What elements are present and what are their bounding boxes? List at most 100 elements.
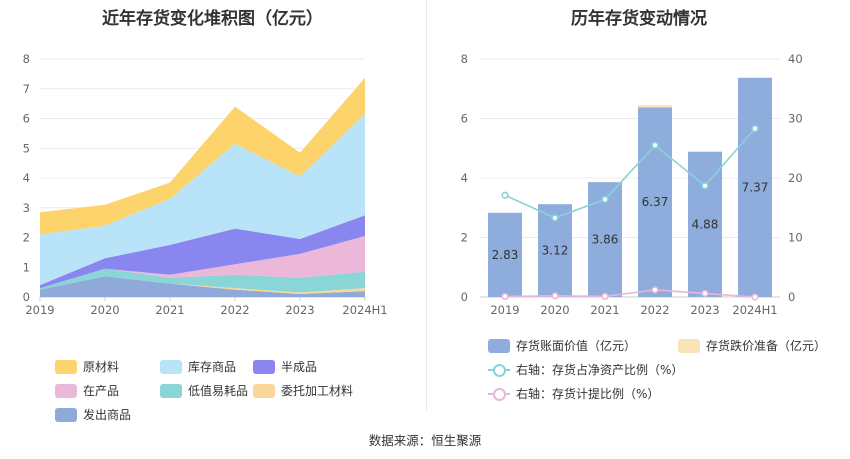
- legend-label: 原材料: [83, 360, 120, 374]
- line-point: [551, 292, 559, 300]
- line-point: [601, 292, 609, 301]
- y-tick-label: 7: [23, 82, 30, 96]
- area-series: [40, 114, 365, 286]
- inventory-bar-line-chart: 0 2 4 6 8 0 10 20 30 40 2.83 2019 3.12 2020 3.86 2021 6.…: [461, 52, 803, 317]
- line-point: [751, 125, 759, 133]
- y-tick-label: 0: [23, 290, 30, 304]
- chart-title: 历年存货变动情况: [571, 9, 707, 29]
- line-series: [504, 128, 756, 219]
- x-tick-label: 2024H1: [342, 303, 387, 317]
- line-series: [504, 289, 756, 298]
- legend-label: 右轴：存货计提比例（%）: [516, 387, 660, 401]
- x-tick-label: 2022: [220, 303, 249, 317]
- x-tick-label: 2021: [590, 303, 619, 317]
- bar-data-label: 2.83: [492, 248, 519, 262]
- chart-title: 近年存货变化堆积图（亿元）: [102, 9, 323, 29]
- y-tick-label: 8: [23, 52, 30, 66]
- line-point: [701, 182, 709, 190]
- x-tick-label: 2023: [690, 303, 719, 317]
- legend-label: 存货账面价值（亿元）: [516, 339, 637, 353]
- bar-book-value: [488, 212, 522, 297]
- legend-swatch: [160, 359, 182, 374]
- legend-swatch: [253, 383, 275, 398]
- y-tick-label: 4: [461, 171, 468, 185]
- line-point: [501, 191, 509, 199]
- legend-label: 半成品: [281, 360, 318, 374]
- legend-swatch: [488, 338, 510, 353]
- y-tick-label: 1: [23, 260, 30, 274]
- area-series: [40, 215, 365, 289]
- legend-swatch: [678, 338, 700, 353]
- legend-item[interactable]: 发出商品: [55, 406, 131, 423]
- legend-item[interactable]: 低值易耗品: [160, 382, 248, 399]
- panel-divider: [426, 0, 427, 410]
- legend-label: 库存商品: [188, 360, 237, 374]
- bar-data-label: 3.86: [592, 233, 619, 247]
- legend-label: 委托加工材料: [281, 384, 354, 398]
- legend-label: 低值易耗品: [188, 384, 249, 398]
- y-tick-label: 2: [23, 231, 30, 245]
- legend-item[interactable]: 存货账面价值（亿元）: [488, 337, 636, 354]
- bar-data-label: 6.37: [642, 195, 669, 209]
- legend-item[interactable]: 库存商品: [160, 358, 236, 375]
- legend-item[interactable]: 在产品: [55, 382, 119, 399]
- x-tick-label: 2019: [25, 303, 54, 317]
- inventory-bar-chart-panel: 历年存货变动情况 0 2 4 6 8 0 10 20 30 40 2.83 2019 3.12 2020 3…: [428, 0, 850, 425]
- legend-swatch: [488, 387, 510, 401]
- legend-swatch: [55, 407, 77, 422]
- line-point: [551, 214, 559, 222]
- legend-item[interactable]: 存货跌价准备（亿元）: [678, 337, 826, 354]
- legend-swatch: [160, 383, 182, 398]
- x-tick-label: 2022: [640, 303, 669, 317]
- x-tick-label: 2019: [490, 303, 519, 317]
- line-point: [651, 286, 659, 294]
- y-tick-label: 2: [461, 231, 468, 245]
- x-tick-label: 2020: [90, 303, 119, 317]
- legend-item[interactable]: 右轴：存货占净资产比例（%）: [488, 361, 683, 378]
- legend-label: 右轴：存货占净资产比例（%）: [516, 363, 684, 377]
- legend-label: 发出商品: [83, 408, 132, 422]
- area-series: [40, 77, 365, 235]
- bar-data-label: 4.88: [692, 217, 719, 231]
- y-tick-label: 8: [461, 52, 468, 66]
- legend-label: 存货跌价准备（亿元）: [706, 339, 827, 353]
- x-tick-label: 2024H1: [732, 303, 777, 317]
- legend-item[interactable]: 原材料: [55, 358, 119, 375]
- y2-tick-label: 40: [788, 52, 803, 66]
- y-tick-label: 5: [23, 141, 30, 155]
- y2-tick-label: 20: [788, 171, 803, 185]
- line-point: [601, 195, 609, 204]
- bar-book-value: [638, 107, 672, 298]
- y-tick-label: 6: [23, 112, 30, 126]
- y-tick-label: 3: [23, 201, 30, 215]
- legend-item[interactable]: 右轴：存货计提比例（%）: [488, 385, 659, 402]
- y-tick-label: 0: [461, 290, 468, 304]
- line-point: [751, 293, 759, 301]
- line-point: [651, 141, 659, 149]
- legend-swatch: [253, 359, 275, 374]
- bar-provision: [688, 150, 722, 152]
- y2-tick-label: 30: [788, 112, 803, 126]
- y2-tick-label: 10: [788, 231, 803, 245]
- legend-swatch: [55, 359, 77, 374]
- bar-provision: [638, 105, 672, 108]
- legend-swatch: [488, 363, 510, 377]
- y2-tick-label: 0: [788, 290, 795, 304]
- y-tick-label: 6: [461, 112, 468, 126]
- x-tick-label: 2020: [540, 303, 569, 317]
- bar-data-label: 3.12: [542, 244, 569, 258]
- data-source: 数据来源：恒生聚源: [368, 433, 482, 448]
- stacked-area-chart: 0 1 2 3 4 5 6 7 8 2019 2020 2021 2022 2023 2024H1: [23, 52, 388, 317]
- line-point: [701, 289, 709, 298]
- area-series: [40, 268, 365, 293]
- bar-book-value: [738, 77, 772, 298]
- stacked-area-chart-panel: 近年存货变化堆积图（亿元） 0 1 2 3 4 5 6 7 8 2019 2020 2021 2022 2…: [0, 0, 425, 425]
- bar-data-label: 7.37: [742, 180, 769, 194]
- area-series: [40, 236, 365, 289]
- legend-swatch: [55, 383, 77, 398]
- legend-item[interactable]: 委托加工材料: [253, 382, 353, 399]
- x-tick-label: 2023: [285, 303, 314, 317]
- x-tick-label: 2021: [155, 303, 184, 317]
- area-series: [40, 276, 365, 294]
- legend-item[interactable]: 半成品: [253, 358, 317, 375]
